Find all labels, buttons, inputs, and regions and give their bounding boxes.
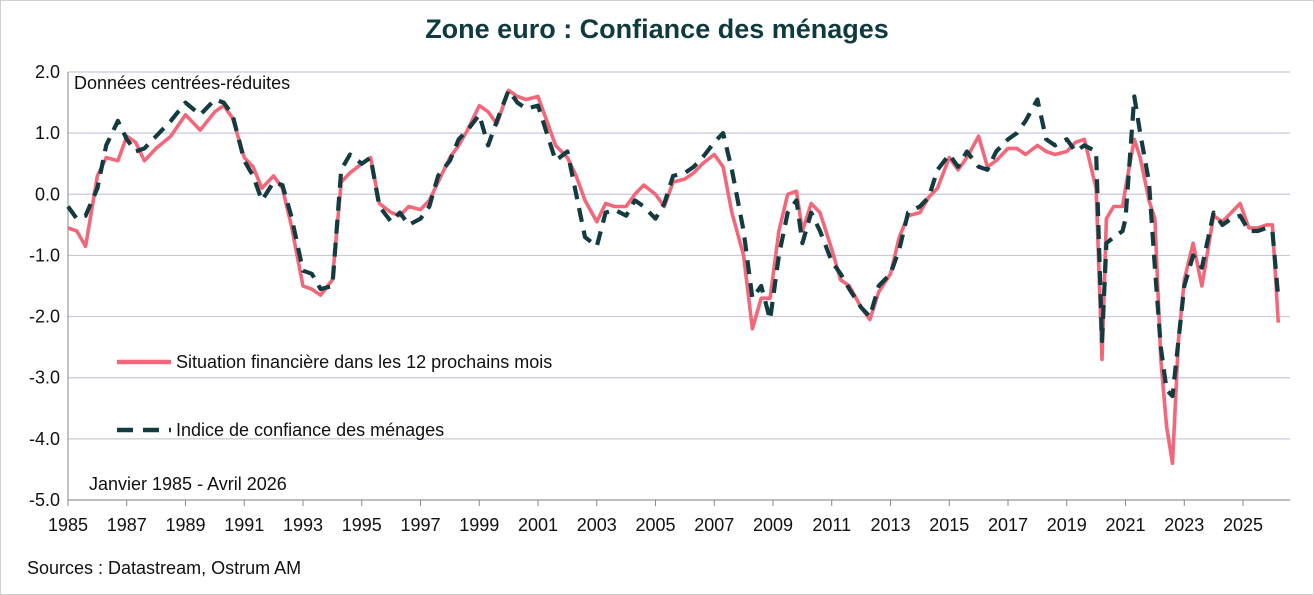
y-tick-label: -1.0 — [29, 245, 60, 265]
x-tick-label: 2013 — [870, 515, 910, 535]
chart-title: Zone euro : Confiance des ménages — [425, 14, 889, 44]
y-axis-ticks: 2.0 1.0 0.0 -1.0 -2.0 -3.0 -4.0 -5.0 — [29, 62, 60, 510]
subtitle-note: Données centrées-réduites — [74, 73, 290, 93]
series-layer — [66, 88, 1281, 466]
x-tick-label: 2019 — [1047, 515, 1087, 535]
x-tick-label: 1987 — [107, 515, 147, 535]
x-tick-label: 2017 — [988, 515, 1028, 535]
x-tick-label: 2007 — [694, 515, 734, 535]
legend: Situation financière dans les 12 prochai… — [117, 352, 552, 440]
x-tick-label: 2001 — [518, 515, 558, 535]
source-note: Sources : Datastream, Ostrum AM — [27, 558, 302, 578]
y-tick-label: 2.0 — [35, 62, 60, 82]
series-line-financial-situation — [67, 88, 1281, 466]
x-tick-label: 1989 — [165, 515, 205, 535]
x-tick-label: 2015 — [929, 515, 969, 535]
x-tick-label: 2021 — [1105, 515, 1145, 535]
x-tick-label: 1995 — [342, 515, 382, 535]
x-tick-label: 2011 — [812, 515, 851, 535]
x-tick-label: 2023 — [1164, 515, 1204, 535]
y-tick-label: -3.0 — [29, 368, 60, 388]
x-tick-label: 1999 — [459, 515, 499, 535]
gridlines — [68, 71, 1290, 501]
y-tick-label: 1.0 — [35, 123, 60, 143]
x-tick-label: 1991 — [224, 515, 264, 535]
series-line-confidence-index — [66, 88, 1281, 399]
x-tick-label: 1997 — [400, 515, 440, 535]
x-tick-label: 2003 — [577, 515, 617, 535]
legend-label-financial-situation: Situation financière dans les 12 prochai… — [176, 352, 552, 372]
period-note: Janvier 1985 - Avril 2026 — [89, 474, 287, 494]
x-tick-label: 1985 — [48, 515, 88, 535]
x-tick-label: 2009 — [753, 515, 793, 535]
y-tick-label: -2.0 — [29, 307, 60, 327]
y-tick-label: -5.0 — [29, 490, 60, 510]
y-tick-label: -4.0 — [29, 429, 60, 449]
x-axis: 1985 1987 1989 1991 1993 1995 1997 1999 2001 2003… — [48, 72, 1290, 535]
x-tick-label: 2025 — [1223, 515, 1263, 535]
y-tick-label: 0.0 — [35, 184, 60, 204]
x-tick-label: 2005 — [635, 515, 675, 535]
legend-label-confidence-index: Indice de confiance des ménages — [176, 420, 444, 440]
x-tick-label: 1993 — [283, 515, 323, 535]
